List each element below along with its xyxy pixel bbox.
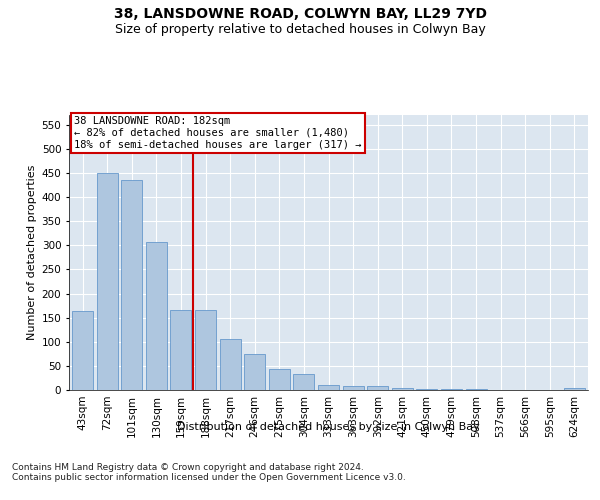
Bar <box>244 354 265 390</box>
Bar <box>466 389 487 390</box>
Bar <box>121 180 142 390</box>
Bar <box>367 386 388 390</box>
Bar <box>416 388 437 390</box>
Text: Contains HM Land Registry data © Crown copyright and database right 2024.
Contai: Contains HM Land Registry data © Crown c… <box>12 462 406 482</box>
Bar <box>441 389 462 390</box>
Bar <box>170 310 191 390</box>
Bar <box>293 374 314 390</box>
Bar <box>343 386 364 390</box>
Text: 38, LANSDOWNE ROAD, COLWYN BAY, LL29 7YD: 38, LANSDOWNE ROAD, COLWYN BAY, LL29 7YD <box>113 8 487 22</box>
Bar <box>195 310 216 390</box>
Text: Distribution of detached houses by size in Colwyn Bay: Distribution of detached houses by size … <box>178 422 480 432</box>
Bar <box>220 340 241 390</box>
Bar <box>392 388 413 390</box>
Bar <box>269 370 290 390</box>
Y-axis label: Number of detached properties: Number of detached properties <box>28 165 37 340</box>
Text: 38 LANSDOWNE ROAD: 182sqm
← 82% of detached houses are smaller (1,480)
18% of se: 38 LANSDOWNE ROAD: 182sqm ← 82% of detac… <box>74 116 362 150</box>
Bar <box>72 312 93 390</box>
Text: Size of property relative to detached houses in Colwyn Bay: Size of property relative to detached ho… <box>115 22 485 36</box>
Bar <box>97 173 118 390</box>
Bar <box>146 242 167 390</box>
Bar <box>318 385 339 390</box>
Bar <box>564 388 585 390</box>
